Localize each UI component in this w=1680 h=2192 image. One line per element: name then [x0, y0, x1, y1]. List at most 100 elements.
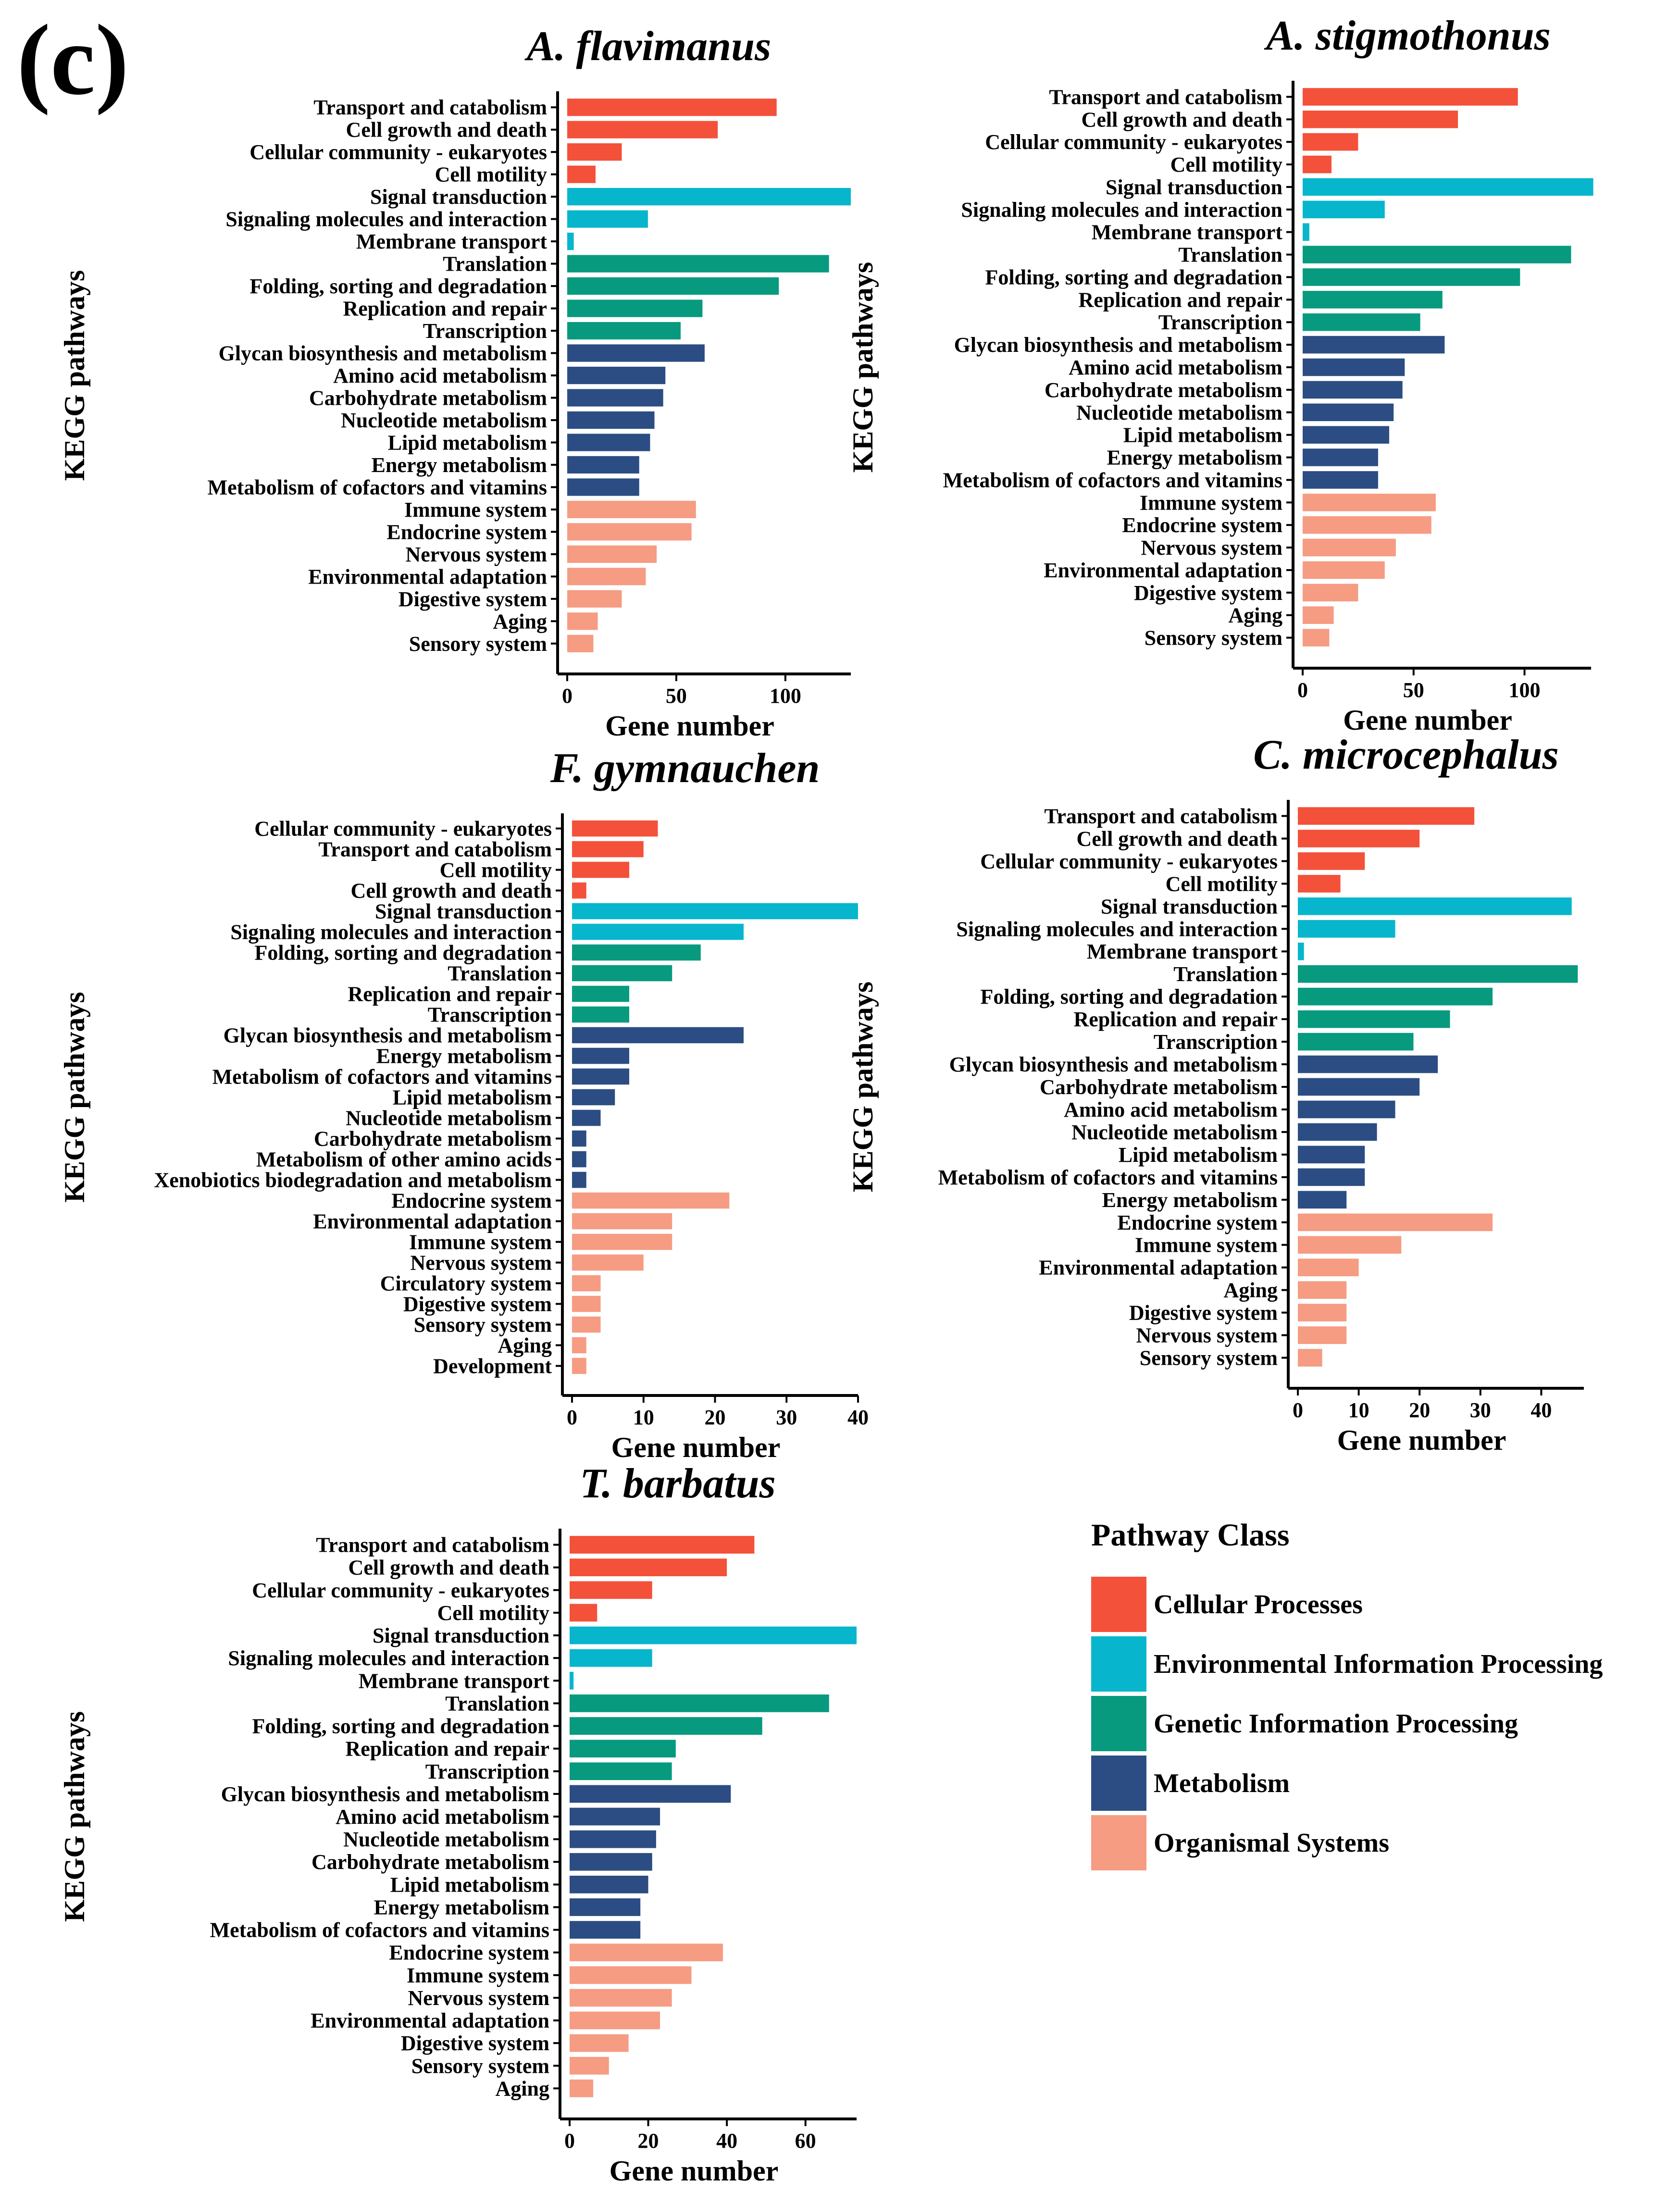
bar-carbohydrate-metabolism	[570, 1853, 652, 1871]
bar-cell-growth-and-death	[572, 882, 586, 899]
bar-aging	[1303, 606, 1334, 624]
bar-lipid-metabolism	[567, 434, 650, 451]
bar-signal-transduction	[567, 188, 851, 206]
category-label: Membrane transport	[1092, 221, 1282, 244]
legend-label-cellular-processes: Cellular Processes	[1154, 1590, 1363, 1619]
category-label: Translation	[1173, 962, 1278, 986]
category-label: Cell growth and death	[348, 1556, 549, 1580]
bar-carbohydrate-metabolism	[572, 1130, 586, 1147]
bar-transport-and-catabolism	[570, 1536, 755, 1554]
x-tick-label: 0	[1297, 678, 1308, 702]
bar-translation	[1303, 246, 1571, 263]
bar-environmental-adaptation	[1303, 561, 1385, 579]
bar-metabolism-of-other-amino-acids	[572, 1151, 586, 1168]
category-label: Nervous system	[408, 1986, 549, 2010]
bar-aging	[572, 1337, 586, 1354]
bar-amino-acid-metabolism	[1298, 1100, 1395, 1119]
legend-label-organismal-systems: Organismal Systems	[1154, 1828, 1389, 1858]
category-label: Folding, sorting and degradation	[252, 1715, 549, 1738]
bar-digestive-system	[1303, 584, 1358, 602]
category-label: Aging	[498, 1334, 552, 1358]
category-label: Aging	[493, 610, 547, 633]
x-tick-label: 10	[633, 1406, 654, 1429]
x-tick-label: 0	[1293, 1398, 1303, 1422]
category-label: Immune system	[407, 1964, 549, 1987]
bar-membrane-transport	[570, 1671, 574, 1690]
bar-nervous-system	[572, 1254, 644, 1271]
category-label: Glycan biosynthesis and metabolism	[219, 342, 547, 365]
bar-folding-sorting-and-degradation	[1303, 268, 1520, 286]
category-label: Cell growth and death	[351, 879, 552, 903]
bar-sensory-system	[1298, 1349, 1322, 1367]
chart-title: A. flavimanus	[524, 23, 772, 70]
category-label: Amino acid metabolism	[336, 1805, 549, 1829]
category-label: Cellular community - eukaryotes	[980, 849, 1278, 873]
category-label: Transcription	[1158, 311, 1282, 334]
y-axis-label: KEGG pathways	[59, 992, 90, 1202]
category-label: Cell growth and death	[346, 118, 547, 142]
category-label: Immune system	[1135, 1233, 1278, 1257]
category-label: Nucleotide metabolism	[1076, 401, 1282, 424]
x-tick-label: 30	[1470, 1398, 1491, 1422]
x-axis-label: Gene number	[1343, 704, 1512, 736]
category-label: Replication and repair	[345, 1737, 549, 1761]
x-tick-label: 40	[716, 2129, 737, 2153]
category-label: Energy metabolism	[1107, 446, 1282, 470]
category-label: Cell growth and death	[1077, 827, 1278, 850]
bar-nucleotide-metabolism	[570, 1830, 656, 1848]
bar-environmental-adaptation	[572, 1213, 672, 1230]
x-tick-label: 30	[776, 1406, 797, 1429]
x-tick-label: 60	[795, 2129, 816, 2153]
bar-nervous-system	[567, 545, 657, 563]
category-label: Signal transduction	[1101, 895, 1278, 918]
bar-amino-acid-metabolism	[567, 366, 666, 385]
bar-cell-growth-and-death	[1303, 111, 1458, 128]
x-axis-label: Gene number	[1337, 1424, 1506, 1456]
bar-immune-system	[567, 500, 696, 519]
category-label: Signal transduction	[1106, 175, 1282, 199]
x-tick-label: 20	[705, 1406, 726, 1429]
category-label: Xenobiotics biodegradation and metabolis…	[154, 1169, 552, 1192]
legend-swatch-cellular-processes	[1091, 1577, 1146, 1632]
x-tick-label: 0	[567, 1406, 577, 1429]
category-label: Lipid metabolism	[393, 1086, 552, 1109]
chart-title: A. stigmothonus	[1264, 12, 1551, 59]
legend-label-metabolism: Metabolism	[1154, 1769, 1290, 1798]
y-axis-label: KEGG pathways	[847, 982, 879, 1192]
category-label: Endocrine system	[389, 1941, 549, 1965]
chart-panel-c-microcephalus: C. microcephalus Transport and catabolism…	[847, 732, 1584, 1456]
category-label: Folding, sorting and degradation	[249, 274, 547, 298]
category-label: Environmental adaptation	[1039, 1256, 1278, 1280]
legend-swatch-metabolism	[1091, 1756, 1146, 1811]
bar-cellular-community-eukaryotes	[1303, 133, 1358, 151]
bar-energy-metabolism	[1298, 1191, 1347, 1209]
bar-nucleotide-metabolism	[1303, 403, 1394, 422]
bar-cell-motility	[572, 861, 629, 878]
category-label: Membrane transport	[356, 230, 547, 253]
category-label: Membrane transport	[1087, 940, 1278, 963]
bar-transcription	[567, 322, 681, 340]
bar-sensory-system	[567, 635, 594, 652]
bar-cellular-community-eukaryotes	[1298, 852, 1365, 870]
bar-signal-transduction	[1303, 178, 1593, 196]
x-tick-label: 20	[638, 2129, 659, 2153]
category-label: Amino acid metabolism	[1064, 1098, 1278, 1121]
bar-circulatory-system	[572, 1275, 601, 1292]
x-axis-label: Gene number	[611, 1432, 781, 1463]
y-axis-label: KEGG pathways	[847, 262, 879, 473]
category-label: Metabolism of cofactors and vitamins	[208, 475, 547, 499]
category-label: Cell motility	[435, 163, 547, 187]
category-label: Sensory system	[411, 2054, 549, 2078]
category-label: Transport and catabolism	[1049, 85, 1282, 109]
bar-lipid-metabolism	[1298, 1146, 1365, 1164]
bar-energy-metabolism	[572, 1047, 629, 1064]
category-label: Immune system	[409, 1231, 552, 1254]
category-label: Sensory system	[414, 1313, 552, 1337]
category-label: Immune system	[1140, 491, 1282, 514]
bar-metabolism-of-cofactors-and-vitamins	[570, 1921, 641, 1939]
bar-folding-sorting-and-degradation	[1298, 987, 1493, 1006]
category-label: Transport and catabolism	[316, 1533, 549, 1557]
bar-cell-growth-and-death	[567, 121, 718, 138]
category-label: Nervous system	[1141, 536, 1282, 560]
